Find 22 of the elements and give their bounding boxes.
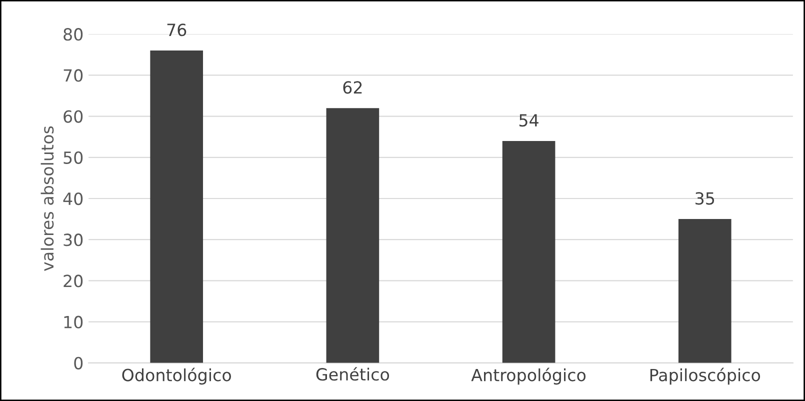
y-axis-title: valores absolutos (40, 126, 54, 271)
x-tick-label: Genético (316, 367, 390, 381)
y-tick-label: 40 (63, 192, 83, 206)
data-label: 54 (519, 114, 538, 127)
y-tick-label: 10 (64, 316, 83, 328)
x-tick-label: Odontológico (122, 368, 231, 385)
data-label: 35 (696, 192, 714, 205)
bar (326, 108, 380, 363)
bar (502, 140, 556, 363)
y-tick-label: 60 (64, 110, 83, 123)
y-tick-label: 80 (64, 28, 83, 41)
x-tick-label: Antropológico (471, 368, 586, 385)
y-tick-label: 30 (64, 234, 83, 246)
y-tick-label: 0 (74, 356, 83, 370)
y-tick-label: 70 (64, 69, 83, 82)
bar (150, 50, 204, 363)
x-tick-label: Papiloscópico (650, 368, 760, 385)
y-tick-label: 50 (64, 151, 83, 164)
data-label: 76 (167, 24, 186, 36)
bar (678, 219, 732, 363)
data-label: 62 (343, 81, 362, 94)
y-tick-label: 20 (64, 274, 83, 288)
